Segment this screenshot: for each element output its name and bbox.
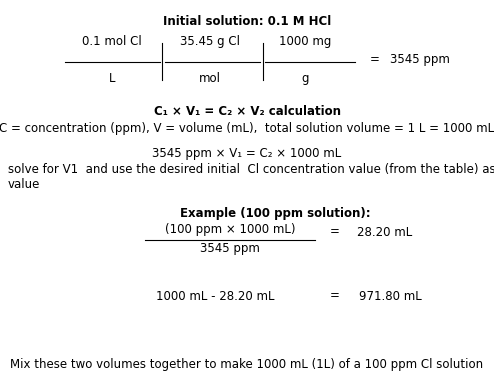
Text: C₁ × V₁ = C₂ × V₂ calculation: C₁ × V₁ = C₂ × V₂ calculation bbox=[154, 105, 340, 118]
Text: Example (100 ppm solution):: Example (100 ppm solution): bbox=[180, 207, 370, 220]
Text: =: = bbox=[330, 226, 340, 238]
Text: 971.80 mL: 971.80 mL bbox=[359, 289, 421, 303]
Text: 35.45 g Cl: 35.45 g Cl bbox=[180, 35, 240, 48]
Text: 3545 ppm × V₁ = C₂ × 1000 mL: 3545 ppm × V₁ = C₂ × 1000 mL bbox=[152, 147, 342, 160]
Text: 0.1 mol Cl: 0.1 mol Cl bbox=[82, 35, 142, 48]
Text: value: value bbox=[8, 178, 41, 191]
Text: 28.20 mL: 28.20 mL bbox=[357, 226, 412, 238]
Text: mol: mol bbox=[199, 72, 221, 85]
Text: =: = bbox=[370, 53, 380, 67]
Text: =: = bbox=[330, 289, 340, 303]
Text: 3545 ppm: 3545 ppm bbox=[200, 242, 260, 255]
Text: C = concentration (ppm), V = volume (mL),  total solution volume = 1 L = 1000 mL: C = concentration (ppm), V = volume (mL)… bbox=[0, 122, 494, 135]
Text: (100 ppm × 1000 mL): (100 ppm × 1000 mL) bbox=[165, 223, 295, 236]
Text: L: L bbox=[109, 72, 115, 85]
Text: g: g bbox=[301, 72, 309, 85]
Text: 1000 mL - 28.20 mL: 1000 mL - 28.20 mL bbox=[156, 289, 274, 303]
Text: solve for V1  and use the desired initial  Cl concentration value (from the tabl: solve for V1 and use the desired initial… bbox=[8, 163, 494, 176]
Text: Mix these two volumes together to make 1000 mL (1L) of a 100 ppm Cl solution: Mix these two volumes together to make 1… bbox=[10, 358, 484, 371]
Text: 3545 ppm: 3545 ppm bbox=[390, 53, 450, 67]
Text: 1000 mg: 1000 mg bbox=[279, 35, 331, 48]
Text: Initial solution: 0.1 M HCl: Initial solution: 0.1 M HCl bbox=[163, 15, 331, 28]
